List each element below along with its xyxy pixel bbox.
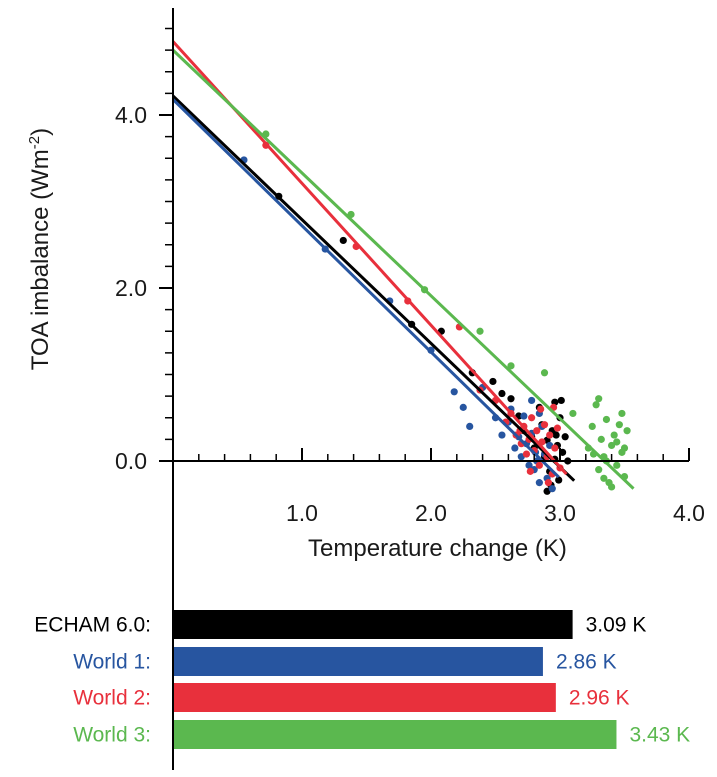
scatter-point	[540, 369, 549, 377]
y-axis-title-superscript: -2	[26, 136, 43, 149]
scatter-point	[600, 474, 608, 482]
scatter-point	[528, 396, 536, 405]
scatter-point	[535, 479, 543, 487]
scatter-point	[522, 450, 531, 458]
scatter-point	[561, 433, 569, 441]
bar-category-label: World 2:	[73, 687, 151, 710]
scatter-point	[546, 431, 554, 439]
scatter-point	[557, 396, 565, 405]
x-axis-title: Temperature change (K)	[308, 535, 567, 562]
bar-category-label: World 1:	[73, 651, 151, 674]
scatter-point	[339, 236, 347, 245]
scatter-point	[548, 485, 556, 493]
scatter-point	[507, 362, 515, 370]
scatter-point	[553, 424, 562, 432]
y-axis-title-main: TOA imbalance (Wm	[27, 149, 54, 370]
scatter-point	[608, 441, 616, 450]
bar	[174, 647, 543, 676]
bar	[174, 683, 556, 712]
plot-area	[171, 40, 635, 495]
scatter-point	[602, 415, 611, 424]
x-tick-label: 4.0	[673, 500, 705, 526]
scatter-point	[540, 421, 549, 429]
scatter-point	[610, 431, 618, 439]
bar-category-label: ECHAM 6.0:	[34, 614, 151, 637]
scatter-point	[569, 409, 577, 418]
scatter-point	[623, 427, 631, 435]
scatter-point	[466, 422, 474, 430]
bar-value-label: 3.43 K	[629, 724, 690, 747]
scatter-point	[535, 461, 543, 469]
scatter-point	[498, 431, 506, 439]
x-tick-label: 2.0	[415, 500, 447, 526]
ticks: 1.0 2.0 3.0 4.0 0.0 2.0 4.0	[115, 27, 705, 526]
regression-line-1	[171, 94, 576, 482]
scatter-point	[613, 461, 621, 469]
y-axis-title-tail: )	[27, 128, 54, 136]
scatter-point	[533, 427, 541, 435]
scatter-point	[620, 444, 629, 452]
bar-category-label: World 3:	[73, 724, 151, 747]
regression-line-2	[171, 98, 560, 479]
bar-value-label: 3.09 K	[586, 614, 647, 637]
x-tick-label: 1.0	[286, 500, 318, 526]
scatter-point	[595, 466, 603, 474]
scatter-point	[511, 444, 519, 452]
scatter-point	[597, 435, 605, 443]
scatter-point	[526, 467, 534, 475]
regression-line-4	[171, 49, 635, 490]
scatter-point	[608, 483, 616, 491]
scatter-point	[459, 403, 467, 411]
bar-value-label: 2.96 K	[569, 687, 630, 710]
scatter-point	[544, 479, 552, 487]
scatter-point	[555, 476, 563, 484]
scatter-point	[618, 409, 626, 418]
y-axis-title: TOA imbalance (Wm-2)	[26, 128, 54, 370]
series-3	[262, 141, 564, 487]
bar	[174, 720, 617, 749]
scatter-point	[528, 414, 536, 422]
y-tick-label: 2.0	[115, 275, 147, 301]
y-tick-label: 0.0	[115, 448, 147, 474]
scatter-point	[595, 395, 603, 403]
scatter-point	[592, 401, 600, 409]
scatter-point	[552, 431, 560, 439]
scatter-point	[537, 405, 545, 413]
scatter-point	[613, 438, 621, 446]
scatter-point	[476, 327, 484, 335]
bar	[174, 610, 573, 639]
scatter-point	[615, 421, 623, 429]
scatter-point	[588, 422, 596, 430]
scatter-point	[450, 388, 458, 396]
scatter-point	[551, 444, 559, 452]
bar-value-label: 2.86 K	[556, 651, 617, 674]
bar-chart: ECHAM 6.0: 3.09 K World 1: 2.86 K World 2: 2.…	[34, 610, 690, 749]
scatter-point	[525, 461, 533, 469]
x-tick-label: 3.0	[544, 500, 576, 526]
scatter-point	[507, 395, 515, 403]
y-tick-label: 4.0	[115, 102, 147, 128]
scatter-point	[520, 412, 528, 420]
scatter-point	[489, 377, 497, 386]
scatter-point	[498, 389, 506, 398]
